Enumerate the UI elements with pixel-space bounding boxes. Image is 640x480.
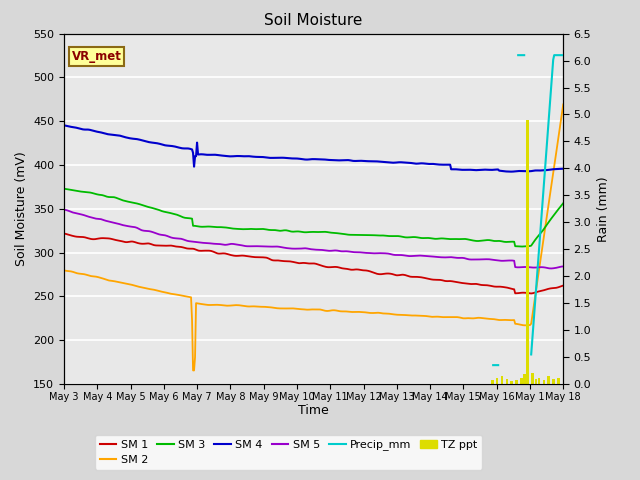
Bar [531, 373, 534, 384]
Bar [500, 376, 503, 384]
Bar [543, 380, 545, 384]
Bar [527, 120, 529, 384]
Bar [552, 379, 555, 384]
Bar [557, 378, 559, 384]
Bar [510, 381, 513, 384]
Bar [496, 378, 499, 384]
Title: Soil Moisture: Soil Moisture [264, 13, 363, 28]
Bar [524, 374, 526, 384]
Y-axis label: Soil Moisture (mV): Soil Moisture (mV) [15, 151, 28, 266]
Bar [491, 380, 493, 384]
Bar [506, 379, 508, 384]
Text: VR_met: VR_met [72, 50, 122, 63]
Bar [538, 378, 540, 384]
Legend: SM 1, SM 2, SM 3, SM 4, SM 5, Precip_mm, TZ ppt: SM 1, SM 2, SM 3, SM 4, SM 5, Precip_mm,… [95, 435, 482, 469]
Bar [520, 378, 523, 384]
Bar [547, 376, 550, 384]
Y-axis label: Rain (mm): Rain (mm) [597, 176, 610, 241]
Bar [515, 380, 518, 384]
X-axis label: Time: Time [298, 405, 329, 418]
Bar [534, 379, 537, 384]
